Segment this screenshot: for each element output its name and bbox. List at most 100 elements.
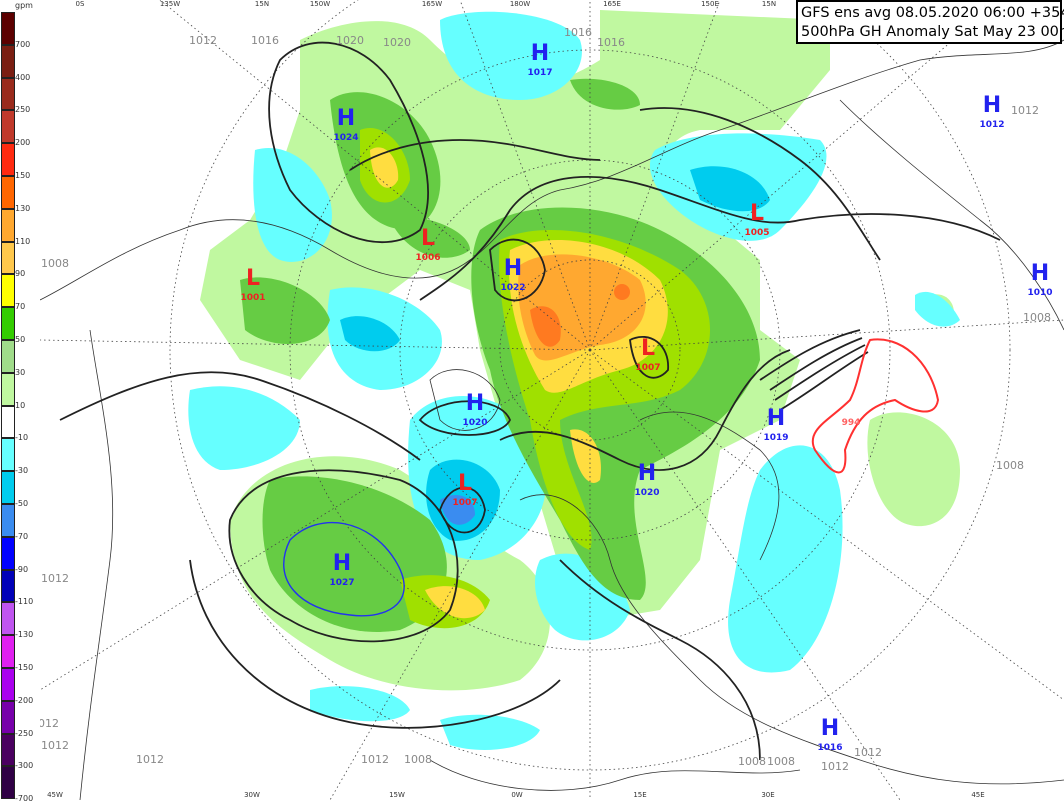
anomaly-negative-50-70-region	[440, 495, 475, 525]
legend-label: -90	[15, 564, 29, 574]
pressure-value: 1019	[763, 433, 788, 443]
pressure-value: 1006	[415, 253, 440, 263]
legend-label: 250	[15, 105, 31, 115]
legend-label: -70	[15, 531, 29, 541]
isobar-label: 1012	[854, 746, 882, 759]
high-pressure-marker: H	[466, 391, 484, 416]
pressure-value: 1007	[452, 498, 477, 508]
legend-swatch	[1, 208, 15, 242]
graticule-label: 180W	[510, 0, 530, 8]
graticule-label: 0S	[76, 0, 85, 8]
legend-label: 30	[15, 367, 26, 377]
legend-swatch	[1, 274, 15, 308]
isobar-label: 1020	[336, 34, 364, 47]
legend-swatch	[1, 471, 15, 504]
legend-label: 700	[15, 39, 31, 49]
isobar-label: 1016	[597, 36, 625, 49]
isobar-label: 1008	[767, 755, 795, 768]
isobar-label: 1012	[40, 717, 59, 730]
legend-label: 200	[15, 138, 31, 148]
isobar-label: 1008	[996, 459, 1024, 472]
isobar-label: 1016	[251, 34, 279, 47]
isobar-label: 1012	[189, 34, 217, 47]
pressure-value: 1005	[744, 228, 769, 238]
isobar-label: 1008	[738, 755, 766, 768]
legend-label: -10	[15, 433, 29, 443]
legend-swatch	[1, 405, 15, 439]
legend-label: -30	[15, 466, 29, 476]
legend-swatch	[1, 766, 15, 800]
legend-label: -150	[15, 663, 34, 672]
graticule-label: 135W	[160, 0, 180, 8]
legend-swatch	[1, 635, 15, 668]
pressure-value: 1024	[333, 133, 358, 143]
color-legend: gpm 700 400 250 200 150 130 110 90 70 50 30 10 -10 -3…	[0, 0, 40, 803]
pressure-value: 1027	[329, 578, 354, 588]
legend-swatch	[1, 12, 15, 45]
pressure-value: 1007	[635, 363, 660, 373]
legend-label: 150	[15, 171, 31, 180]
legend-label: -300	[15, 761, 34, 771]
legend-label: -110	[15, 597, 34, 607]
anomaly-130-150-region	[530, 284, 630, 347]
graticule-label: 165W	[422, 0, 442, 8]
graticule-label: 165E	[603, 0, 621, 8]
legend-label: 90	[15, 269, 26, 279]
legend-swatch	[1, 700, 15, 734]
legend-swatch	[1, 668, 15, 701]
isobar-label: 1012	[41, 739, 69, 752]
legend-swatch	[1, 372, 15, 406]
high-pressure-marker: H	[333, 551, 351, 576]
legend-label: -50	[15, 499, 29, 508]
title-line-2: 500hPa GH Anomaly Sat May 23 00h	[801, 24, 1064, 40]
legend-label: 400	[15, 72, 31, 82]
anomaly-high-contour	[283, 521, 405, 617]
low-pressure-marker: L	[750, 201, 764, 226]
pressure-value: 994	[842, 418, 861, 428]
legend-swatch	[1, 241, 15, 275]
isobar-labels: 1012 1016 1020 1020101610161012100810081008…	[40, 26, 1051, 773]
high-pressure-marker: H	[983, 93, 1001, 118]
legend-label: 50	[15, 335, 26, 344]
high-pressure-marker: H	[638, 461, 656, 486]
legend-swatch	[1, 438, 15, 472]
pressure-value: 1012	[979, 120, 1004, 130]
legend-label: 130	[15, 203, 31, 213]
graticule-label: 30W	[244, 791, 260, 799]
legend-swatch	[1, 77, 15, 111]
high-pressure-marker: H	[504, 256, 522, 281]
isobars	[59, 41, 1001, 761]
pressure-value: 1010	[1027, 288, 1052, 298]
map-title: GFS ens avg 08.05.2020 06:00 +354 h 500h…	[796, 0, 1064, 44]
legend-swatch	[1, 504, 15, 537]
low-pressure-marker: L	[641, 336, 655, 361]
high-pressure-marker: H	[337, 106, 355, 131]
graticule	[40, 0, 1064, 800]
legend-swatch	[1, 536, 15, 570]
pressure-value: 1017	[527, 68, 552, 78]
isobar-label: 1012	[361, 753, 389, 766]
graticule-label: 150W	[310, 0, 330, 8]
legend-unit: gpm	[15, 1, 33, 10]
isobar-label: 1008	[404, 753, 432, 766]
legend-swatch	[1, 340, 15, 373]
graticule-label: 0W	[511, 791, 522, 799]
legend-swatch	[1, 44, 15, 78]
legend-swatch	[1, 602, 15, 636]
low-pressure-marker: L	[246, 266, 260, 291]
coastlines	[40, 39, 1064, 800]
graticule-label: 150E	[701, 0, 719, 8]
isobar-label: 1008	[1023, 311, 1051, 324]
legend-swatch	[1, 569, 15, 603]
pressure-value: 1020	[634, 488, 659, 498]
legend-label: 10	[15, 400, 26, 410]
title-line-1: GFS ens avg 08.05.2020 06:00 +354 h	[801, 5, 1064, 21]
weather-map: 1012 1016 1020 1020101610161012100810081008…	[40, 0, 1064, 800]
pressure-value: 1016	[817, 743, 842, 753]
pressure-centers: H 1017 H 1024 L 1006 L 1001 H 1022 L 1007 L 1005 H 1012…	[240, 41, 1052, 753]
graticule-label: 15N	[255, 0, 269, 8]
isobar-label: 1016	[564, 26, 592, 39]
isobar-label: 1012	[1011, 104, 1039, 117]
pressure-value: 1022	[500, 283, 525, 293]
legend-swatch	[1, 110, 15, 144]
